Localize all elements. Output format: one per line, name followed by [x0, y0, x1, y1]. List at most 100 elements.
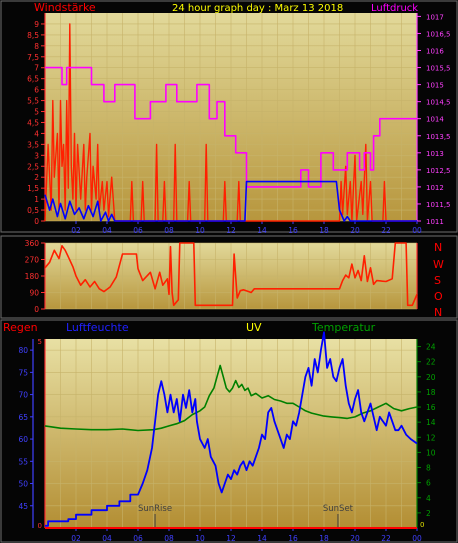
wind-tick-label: 4,5 — [27, 118, 39, 127]
hour-tick-label: 20 — [350, 534, 360, 543]
direction-tick-label: 180 — [25, 272, 40, 281]
hour-tick-label: 22 — [381, 534, 391, 543]
temperature-tick-label: 2 — [426, 509, 431, 518]
hour-tick-label: 14 — [257, 534, 267, 543]
hour-tick-label: 22 — [381, 226, 391, 235]
temperature-tick-label: 12 — [426, 433, 436, 442]
pressure-tick-label: 1011,5 — [426, 201, 451, 209]
series-line-luftdruck — [45, 66, 417, 188]
hour-tick-label: 02 — [71, 226, 81, 235]
wind-tick-label: 7,5 — [27, 53, 39, 62]
pressure-axis-title: Luftdruck — [371, 3, 418, 14]
compass-label-s: S — [434, 274, 441, 287]
hour-tick-label: 12 — [226, 534, 236, 543]
hour-tick-label: 00 — [412, 534, 422, 543]
compass-label-n-top: N — [434, 241, 442, 254]
temperature-tick-label: 24 — [426, 343, 436, 352]
series-line-windrichtung — [44, 242, 418, 307]
pressure-tick-label: 1016 — [426, 48, 444, 56]
temperature-axis-title: Temperatur — [311, 321, 376, 334]
humidity-tick-label: 70 — [18, 391, 28, 400]
pressure-tick-label: 1012,5 — [426, 167, 451, 175]
wind-tick-label: 6,5 — [27, 75, 39, 84]
compass-label-n-bottom: N — [434, 306, 442, 319]
hour-tick-label: 10 — [195, 226, 205, 235]
hour-tick-label: 00 — [412, 226, 422, 235]
wind-axis-title: Windstärke — [34, 1, 96, 14]
hour-tick-label: 08 — [164, 534, 174, 543]
wind-tick-label: 3 — [34, 151, 39, 160]
series-line-boeen — [44, 180, 417, 222]
humidity-tick-label: 45 — [18, 502, 28, 511]
hour-tick-label: 16 — [288, 226, 298, 235]
wind-tick-label: 8,5 — [27, 31, 39, 40]
humidity-tick-label: 65 — [18, 413, 28, 422]
hour-tick-label: 02 — [71, 534, 81, 543]
pressure-tick-label: 1015 — [426, 82, 444, 90]
pressure-tick-label: 1013 — [426, 150, 444, 158]
wind-tick-label: 6 — [34, 86, 39, 95]
wind-tick-label: 7 — [34, 64, 39, 73]
temperature-tick-label: 14 — [426, 418, 436, 427]
chart-title: 24 hour graph day : Marz 13 2018 — [172, 3, 343, 14]
temperature-tick-label: 10 — [426, 448, 436, 457]
pressure-tick-label: 1017 — [426, 13, 444, 21]
series-line-luftfeuchte — [45, 331, 418, 527]
hour-tick-label: 16 — [288, 534, 298, 543]
rain-tick-label: 5 — [38, 338, 42, 346]
temperature-tick-label: 20 — [426, 373, 436, 382]
compass-label-o: O — [434, 290, 443, 303]
pressure-tick-label: 1014 — [426, 116, 444, 124]
series-line-temperatur — [44, 364, 418, 432]
humidity-axis-title: Luftfeuchte — [66, 321, 129, 334]
wind-tick-label: 2,5 — [27, 162, 39, 171]
direction-tick-label: 90 — [29, 289, 39, 298]
direction-tick-label: 0 — [34, 305, 39, 314]
temperature-tick-label: 6 — [426, 479, 431, 488]
wind-tick-label: 0,5 — [27, 206, 39, 215]
uv-axis-title: UV — [246, 321, 262, 334]
hour-tick-label: 10 — [195, 534, 205, 543]
hour-tick-label: 12 — [226, 226, 236, 235]
pressure-tick-label: 1013,5 — [426, 133, 451, 141]
wind-tick-label: 1 — [34, 195, 39, 204]
wind-tick-label: 1,5 — [27, 184, 39, 193]
pressure-tick-label: 1014,5 — [426, 99, 451, 107]
wind-tick-label: 3,5 — [27, 140, 39, 149]
pressure-tick-label: 1015,5 — [426, 65, 451, 73]
pressure-tick-label: 1012 — [426, 184, 444, 192]
hour-tick-label: 18 — [319, 226, 329, 235]
hour-tick-label: 06 — [133, 226, 143, 235]
wind-tick-label: 9 — [34, 20, 39, 29]
direction-tick-label: 270 — [25, 256, 40, 265]
humidity-tick-label: 75 — [18, 368, 28, 377]
humidity-tick-label: 50 — [18, 480, 28, 489]
temperature-tick-label: 4 — [426, 494, 431, 503]
uv-tick-label: 0 — [420, 521, 424, 529]
hour-tick-label: 04 — [102, 226, 112, 235]
humidity-tick-label: 60 — [18, 435, 28, 444]
temperature-tick-label: 18 — [426, 388, 436, 397]
compass-label-w: W — [433, 258, 444, 271]
temperature-tick-label: 16 — [426, 403, 436, 412]
wind-tick-label: 5,5 — [27, 97, 39, 106]
hour-tick-label: 18 — [319, 534, 329, 543]
wind-tick-label: 8 — [34, 42, 39, 51]
humidity-tick-label: 80 — [18, 346, 28, 355]
wind-tick-label: 5 — [34, 108, 39, 117]
direction-tick-label: 360 — [25, 239, 40, 248]
wind-tick-label: 4 — [34, 129, 39, 138]
hour-tick-label: 14 — [257, 226, 267, 235]
wind-tick-label: 0 — [34, 217, 39, 226]
wind-tick-label: 2 — [34, 173, 39, 182]
temperature-tick-label: 8 — [426, 464, 431, 473]
hour-tick-label: 20 — [350, 226, 360, 235]
humidity-tick-label: 55 — [18, 457, 28, 466]
rain-tick-label: 0 — [38, 522, 42, 530]
rain-axis-title: Regen — [3, 321, 38, 334]
pressure-tick-label: 1016,5 — [426, 30, 451, 38]
marker-label-sunset: SunSet — [323, 504, 354, 514]
hour-tick-label: 04 — [102, 534, 112, 543]
hour-tick-label: 06 — [133, 534, 143, 543]
